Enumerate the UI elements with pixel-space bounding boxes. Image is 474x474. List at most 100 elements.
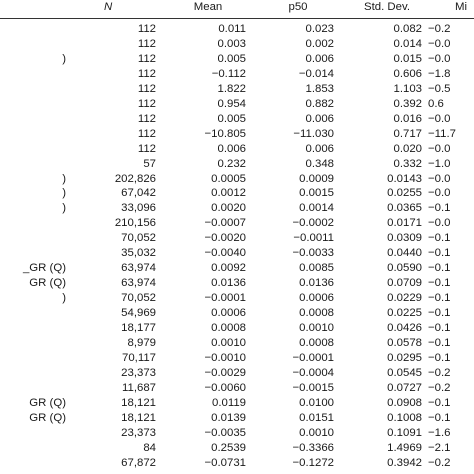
row-std-dev: 0.0426 [387,322,422,334]
row-n: 70,052 [121,232,156,245]
row-min: −0.0 [428,142,451,155]
row-p50: 0.006 [305,142,334,155]
row-mean: −0.0035 [204,426,247,439]
row-variable: GR (Q) [29,396,66,409]
row-n: 70,052 [121,292,156,305]
row-min: −0.0 [428,37,451,50]
row-mean: 0.0136 [211,277,246,290]
row-mean: 0.0119 [212,396,246,409]
row-n: 54,969 [121,307,156,320]
row-std-dev: 0.3942 [387,456,422,469]
row-min: −2.1 [428,441,451,454]
row-mean: −0.0001 [204,292,247,305]
row-std-dev: 0.0908 [387,396,422,409]
row-n: 112 [137,112,156,125]
row-n: 67,872 [121,456,156,469]
row-min: −0.0 [428,112,451,125]
row-mean: 0.0008 [211,322,246,334]
row-n: 11,687 [122,381,156,394]
table-header: N Mean p50 Std. Dev. Mi [0,0,474,17]
row-p50: 1.853 [305,82,334,95]
row-min: −0.1 [428,336,451,349]
header-min: Mi [455,1,468,13]
row-p50: 0.0010 [299,322,334,334]
row-std-dev: 1.103 [393,82,422,95]
row-mean: 0.005 [217,112,246,125]
row-mean: −0.0020 [204,232,247,245]
row-p50: 0.0100 [299,396,334,409]
row-n: 112 [137,52,156,65]
row-min: −0.0 [428,172,451,185]
row-mean: 0.006 [217,142,246,155]
row-mean: 0.0092 [211,262,246,275]
row-variable: ) [62,52,66,65]
row-variable: ) [62,202,66,215]
row-min: −0.2 [428,23,451,35]
row-p50: 0.0006 [299,292,334,305]
row-min: −0.1 [428,232,451,245]
row-min: −1.8 [428,67,451,80]
row-std-dev: 0.0229 [387,292,422,305]
row-n: 112 [137,127,156,140]
row-p50: 0.0136 [299,277,334,290]
row-mean: −0.112 [211,67,246,80]
row-mean: −0.0029 [204,366,247,379]
row-std-dev: 0.0727 [387,381,422,394]
row-p50: −0.0002 [292,217,335,230]
row-min: −0.2 [428,366,451,379]
row-min: 0.6 [428,97,444,110]
row-min: −0.2 [428,456,451,469]
row-std-dev: 0.0171 [387,217,422,230]
row-n: 18,121 [121,396,156,409]
row-n: 112 [137,142,156,155]
row-n: 18,121 [121,411,156,424]
row-mean: 0.0139 [211,411,246,424]
row-std-dev: 0.016 [393,112,422,125]
row-min: −1.6 [428,426,451,439]
row-min: −0.1 [428,202,451,215]
row-mean: 0.232 [217,157,246,170]
header-rule [0,18,474,19]
row-p50: 0.0008 [299,336,334,349]
row-std-dev: 0.015 [393,52,422,65]
row-std-dev: 0.1008 [387,411,422,424]
row-std-dev: 0.020 [393,142,422,155]
row-mean: 0.003 [217,37,246,50]
row-min: −0.1 [428,411,451,424]
row-mean: −0.0060 [204,381,247,394]
row-std-dev: 0.0255 [387,187,422,200]
row-p50: 0.0085 [299,262,334,275]
row-std-dev: 0.0225 [387,307,422,320]
row-p50: 0.006 [305,52,334,65]
row-min: −0.1 [428,262,451,275]
row-mean: 0.011 [218,23,246,35]
row-n: 112 [137,23,156,35]
row-std-dev: 0.0578 [387,336,422,349]
row-std-dev: 0.0295 [387,351,422,364]
row-n: 202,826 [114,172,156,185]
header-n: N [104,1,113,13]
row-mean: 0.0005 [211,172,246,185]
row-std-dev: 0.1091 [387,426,422,439]
row-n: 112 [137,37,156,50]
row-variable: GR (Q) [29,277,66,290]
row-p50: 0.0151 [299,411,334,424]
row-std-dev: 0.0143 [387,172,422,185]
row-std-dev: 0.606 [393,67,422,80]
row-min: −0.1 [428,292,451,305]
row-p50: 0.348 [305,157,334,170]
row-p50: −0.3366 [292,441,335,454]
row-variable: ) [62,292,66,305]
row-p50: 0.0015 [299,187,334,200]
header-p50: p50 [288,1,308,13]
row-n: 67,042 [121,187,156,200]
row-p50: 0.0009 [299,172,334,185]
row-mean: 0.2539 [211,441,246,454]
row-mean: 0.0020 [211,202,246,215]
row-std-dev: 0.0309 [387,232,422,245]
row-mean: −0.0040 [204,247,247,260]
row-n: 63,974 [121,277,156,290]
row-p50: −0.0011 [293,232,334,245]
row-n: 70,117 [122,351,156,364]
header-std-dev: Std. Dev. [363,1,410,13]
